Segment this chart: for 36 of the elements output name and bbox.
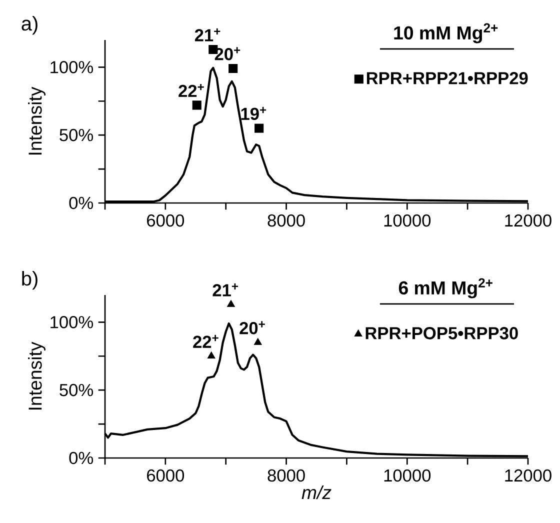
- y-tick-label: 0%: [69, 452, 94, 464]
- y-axis-title: Intensity: [28, 86, 46, 155]
- annotation: 21$^{+}$: [212, 283, 238, 296]
- x-tick-label: 10000: [384, 469, 431, 482]
- y-tick-label: 100%: [50, 61, 94, 74]
- annotation: 19$^{+}$: [241, 106, 266, 120]
- x-tick-label: 10000: [384, 214, 431, 227]
- point: [227, 300, 235, 307]
- annotation: 20$^{+}$: [240, 321, 265, 334]
- point: [207, 352, 216, 359]
- x-tick-label: 6000: [147, 469, 184, 482]
- x-tick-label: 12000: [505, 469, 552, 482]
- y-axis-title: Intensity: [28, 342, 46, 410]
- x-tick-label: 6000: [147, 214, 184, 227]
- chart-subtitle: 10 mM Mg$^{2+}$: [394, 23, 498, 44]
- chart-subtitle: 6 mM Mg$^{2+}$: [398, 278, 492, 298]
- chart-title: b): [22, 271, 38, 290]
- y-tick-label: 100%: [50, 316, 94, 328]
- x-tick-label: 12000: [505, 214, 552, 227]
- legend-label: RPR+RPP21•RPP29: [366, 72, 528, 84]
- y-tick-label: 0%: [69, 196, 94, 210]
- point: [254, 124, 264, 133]
- annotation: 22$^{+}$: [178, 84, 204, 97]
- legend-label: RPR+POP5•RPP30: [366, 327, 518, 340]
- y-tick-label: 50%: [60, 128, 94, 142]
- x-tick-label: 8000: [268, 214, 305, 227]
- x-axis-title: m/z: [302, 485, 332, 500]
- annotation: 20$^{+}$: [214, 47, 240, 60]
- annotation: 21$^{+}$: [194, 28, 220, 42]
- point: [228, 64, 238, 74]
- x-tick-label: 8000: [268, 469, 305, 482]
- point: [254, 338, 262, 345]
- chart-title: a): [22, 16, 38, 35]
- annotation: 22$^{+}$: [193, 334, 218, 348]
- y-tick-label: 50%: [60, 384, 94, 396]
- point: [192, 100, 202, 110]
